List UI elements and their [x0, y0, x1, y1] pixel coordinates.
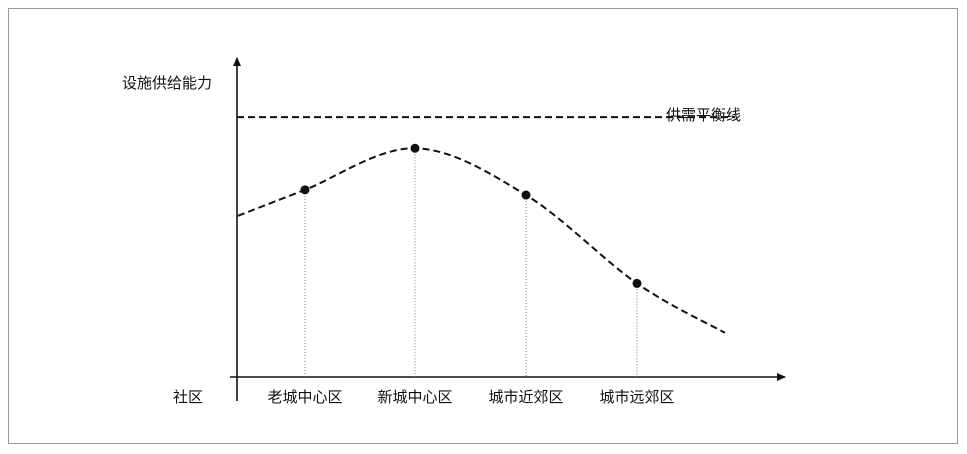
data-point — [632, 278, 642, 288]
x-category-label: 城市远郊区 — [599, 388, 674, 406]
balance-line-label: 供需平衡线 — [666, 106, 741, 124]
y-axis-label: 设施供给能力 — [122, 74, 212, 92]
data-point — [300, 185, 310, 195]
x-axis-label: 社区 — [173, 388, 203, 406]
data-point — [410, 143, 420, 153]
data-marks — [300, 143, 642, 377]
figure-frame — [8, 8, 958, 444]
x-category-label: 老城中心区 — [267, 388, 342, 406]
x-category-label: 新城中心区 — [377, 388, 452, 406]
data-point — [521, 190, 531, 200]
supply-capacity-curve — [237, 147, 726, 334]
x-category-label: 城市近郊区 — [488, 388, 563, 406]
